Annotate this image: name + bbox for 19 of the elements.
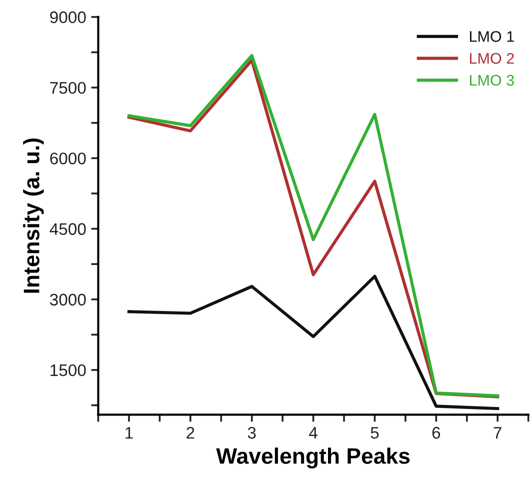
y-axis-title: Intensity (a. u.): [23, 138, 44, 293]
legend-label: LMO 3: [470, 74, 514, 86]
x-axis-title: Wavelength Peaks: [216, 448, 410, 468]
y-tick-label: 9000: [50, 11, 86, 24]
y-tick-label: 3000: [50, 294, 86, 306]
line-series: [127, 274, 500, 410]
x-tick-label: 6: [432, 426, 440, 439]
y-tick-label: 7500: [50, 82, 86, 94]
x-tick-label: 5: [370, 427, 379, 439]
x-tick-label: 4: [309, 427, 318, 439]
legend-label: LMO 1: [470, 31, 514, 42]
y-tick-label: 4500: [50, 223, 86, 235]
x-tick-label: 2: [186, 426, 194, 439]
x-tick-label: 7: [494, 427, 502, 439]
y-tick-label: 6000: [50, 152, 86, 164]
x-tick-label: 3: [248, 426, 256, 439]
y-tick-label: 1500: [50, 364, 86, 376]
x-tick-label: 1: [126, 427, 133, 439]
legend-label: LMO 2: [470, 53, 514, 64]
